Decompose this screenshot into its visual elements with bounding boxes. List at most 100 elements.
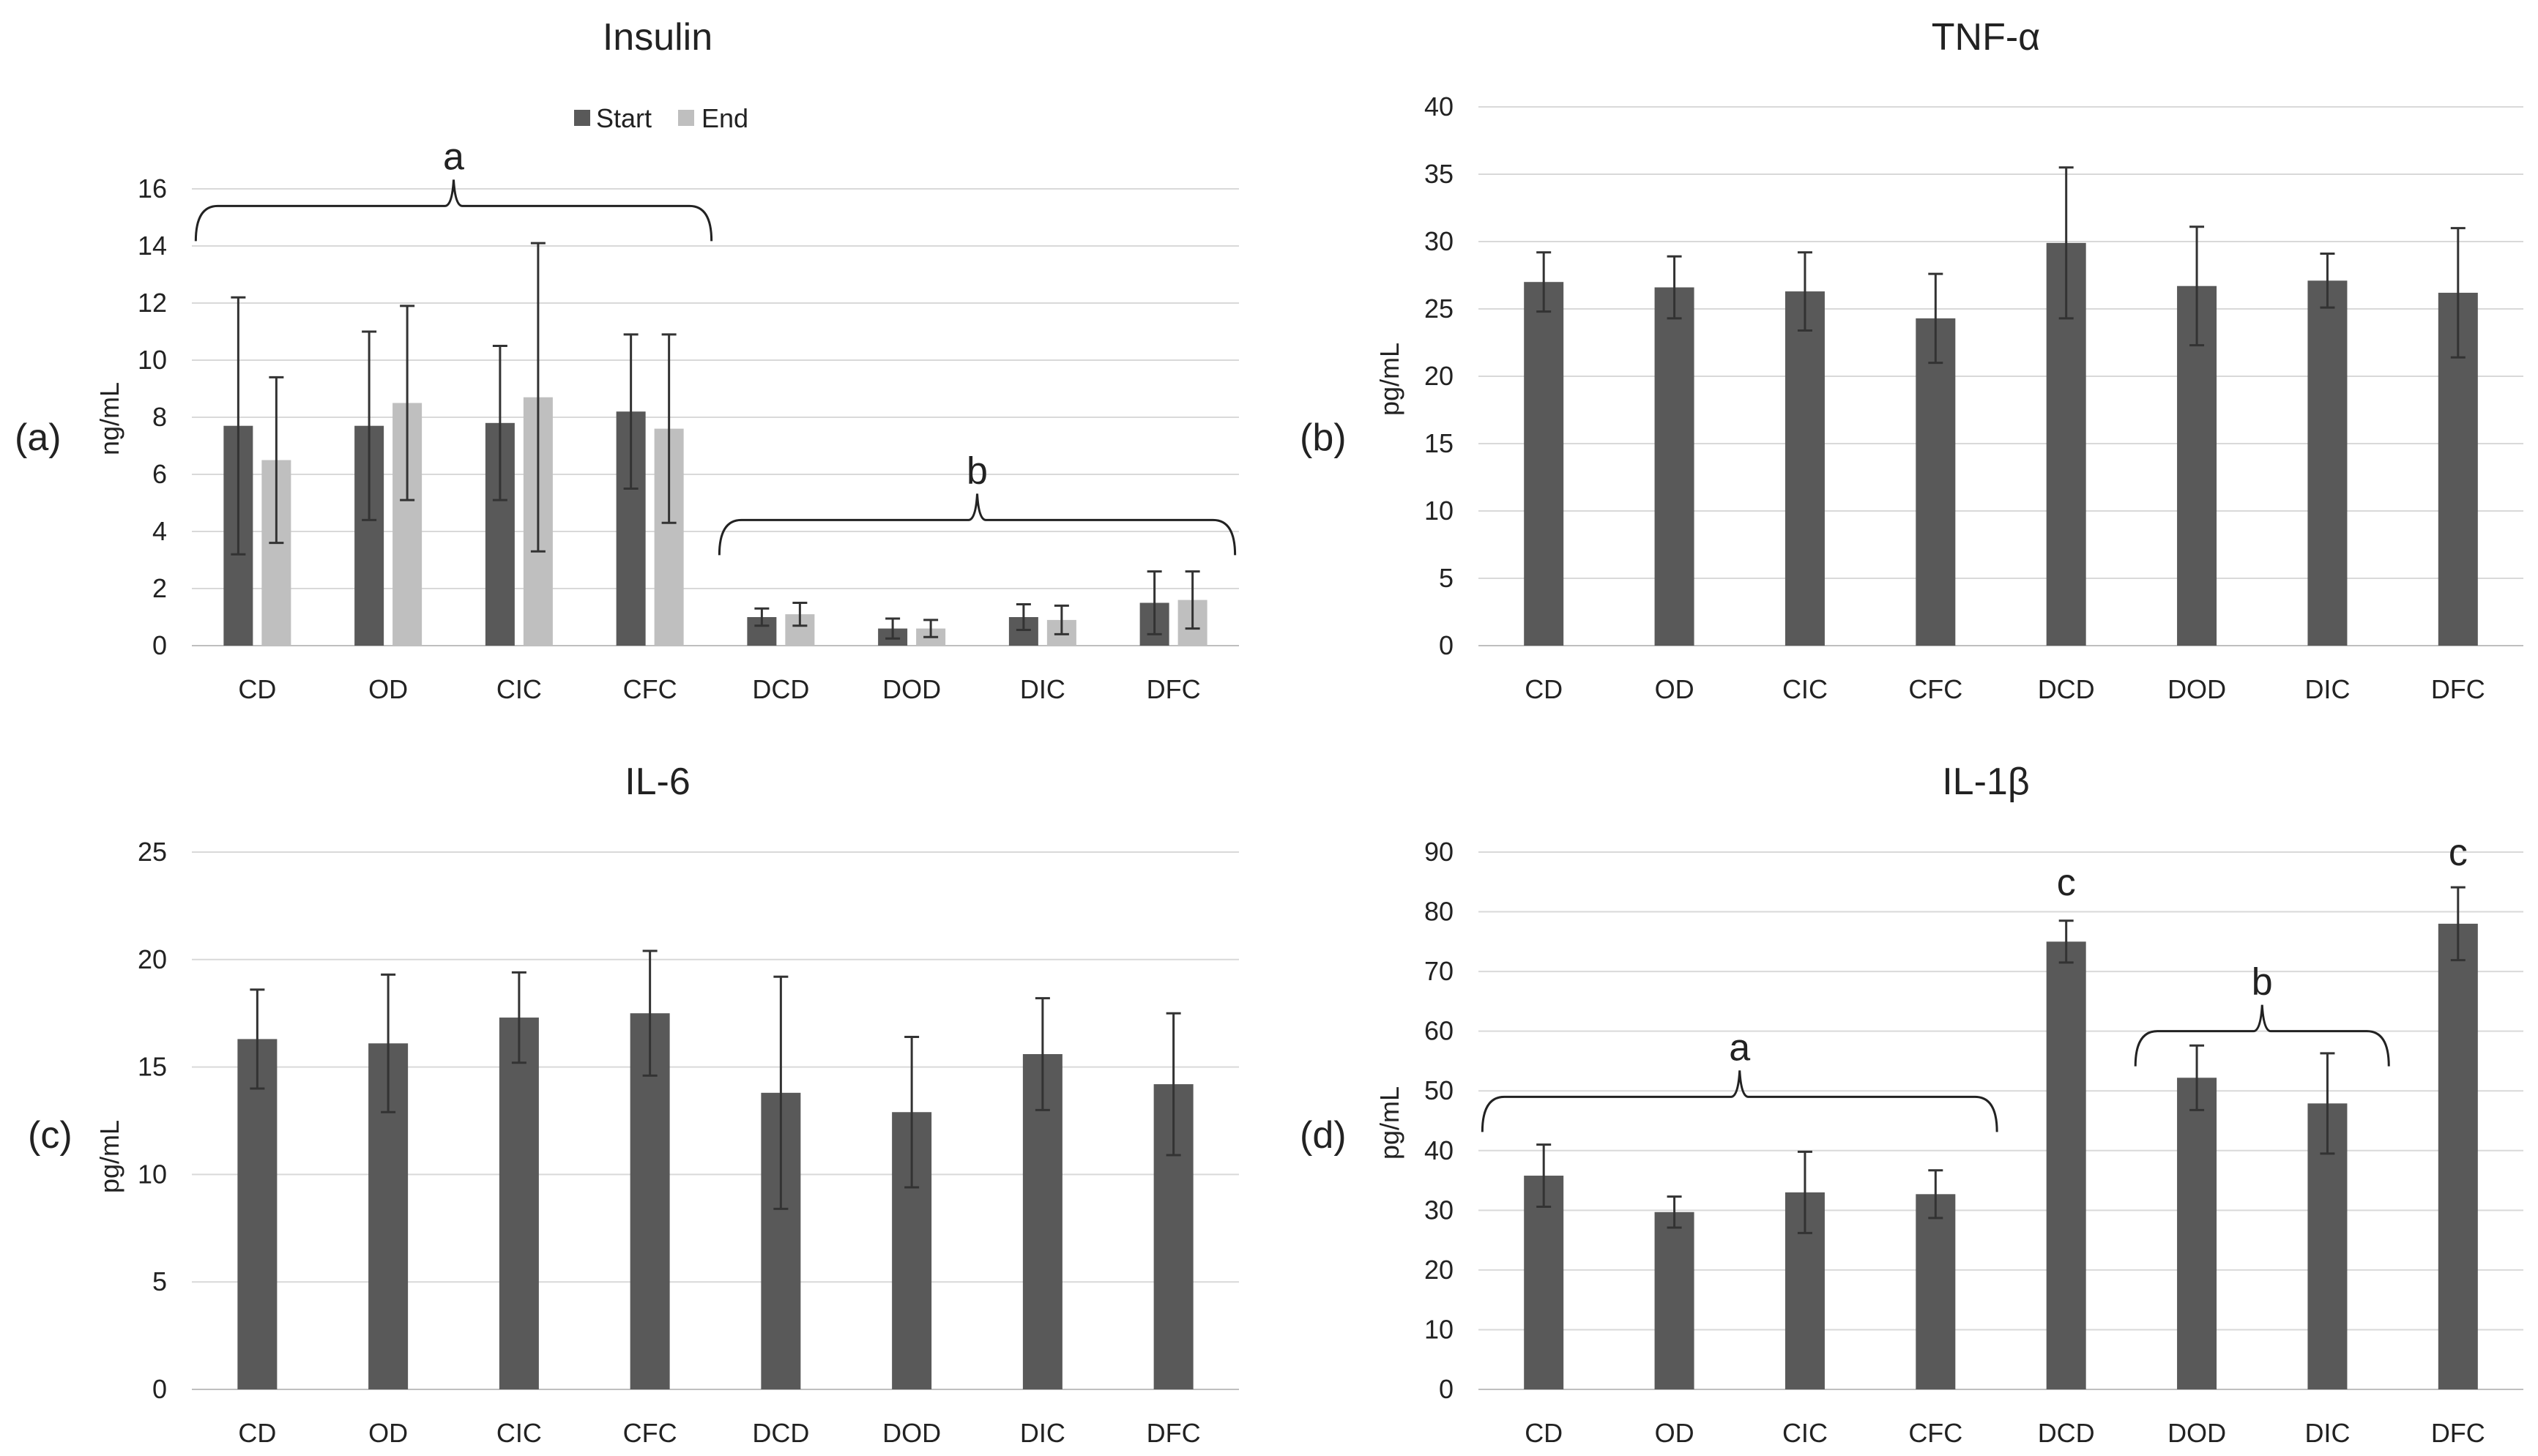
y-tick-label: 15 bbox=[138, 1052, 167, 1082]
significance-brace bbox=[2134, 1004, 2390, 1067]
error-bar bbox=[2189, 225, 2205, 347]
error-bar bbox=[1536, 251, 1552, 313]
y-tick-label: 40 bbox=[1424, 92, 1454, 122]
error-bar bbox=[1928, 1169, 1943, 1220]
x-tick-label-cfc: CFC bbox=[1908, 1418, 1962, 1448]
error-bar bbox=[231, 296, 246, 556]
y-tick-label: 50 bbox=[1424, 1075, 1454, 1105]
bar-value-dcd bbox=[2046, 941, 2086, 1389]
error-bar bbox=[2058, 166, 2074, 320]
error-bar bbox=[1016, 602, 1031, 632]
error-bar bbox=[2450, 227, 2466, 359]
x-tick-label-cd: CD bbox=[238, 1418, 276, 1448]
y-tick-label: 20 bbox=[138, 944, 167, 974]
error-bar bbox=[623, 333, 639, 490]
y-tick-label: 2 bbox=[152, 573, 167, 603]
il-1-beta-y-axis-label: pg/mL bbox=[1374, 1086, 1404, 1160]
bar-value-od bbox=[1654, 287, 1694, 646]
x-tick-label-dic: DIC bbox=[1020, 1418, 1065, 1448]
error-bar bbox=[1797, 251, 1812, 332]
error-bar bbox=[1667, 1195, 1682, 1229]
x-tick-label-dcd: DCD bbox=[2038, 674, 2095, 704]
significance-letter: b bbox=[2252, 961, 2273, 1004]
y-tick-label: 4 bbox=[152, 516, 167, 546]
bar-value-cd bbox=[237, 1039, 278, 1389]
il-1-beta-plot-area: 0 10 20 30 40 50 60 70 80 90 CD OD CIC CFC DCD DOD DIC DF… bbox=[1424, 832, 2523, 1448]
y-tick-label: 10 bbox=[1424, 1314, 1454, 1344]
x-tick-label-cd: CD bbox=[238, 674, 276, 704]
legend-end-swatch bbox=[678, 110, 694, 126]
x-tick-label-dfc: DFC bbox=[1147, 674, 1201, 704]
il-1-beta-panel-label: (d) bbox=[1300, 1114, 1347, 1157]
y-tick-label: 5 bbox=[1439, 563, 1454, 593]
x-tick-label-dcd: DCD bbox=[752, 674, 809, 704]
error-bar bbox=[1797, 1150, 1812, 1234]
error-bar bbox=[2320, 1052, 2335, 1155]
bar-value-od bbox=[1654, 1212, 1694, 1389]
significance-brace bbox=[718, 493, 1237, 556]
x-tick-label-od: OD bbox=[368, 1418, 408, 1448]
error-bar bbox=[400, 305, 415, 501]
error-bar bbox=[773, 975, 789, 1210]
y-tick-label: 6 bbox=[152, 459, 167, 489]
significance-brace bbox=[194, 179, 713, 242]
y-tick-label: 60 bbox=[1424, 1016, 1454, 1046]
x-tick-label-cic: CIC bbox=[496, 674, 542, 704]
error-bar bbox=[661, 333, 677, 524]
error-bar bbox=[885, 617, 901, 640]
error-bar bbox=[642, 949, 658, 1077]
error-bar bbox=[904, 1036, 920, 1189]
il-6-y-axis-label: pg/mL bbox=[94, 1120, 124, 1193]
error-bar bbox=[923, 619, 939, 638]
x-tick-label-dic: DIC bbox=[2304, 1418, 2350, 1448]
bar-value-dfc bbox=[2438, 923, 2478, 1389]
y-tick-label: 0 bbox=[152, 1374, 167, 1404]
x-tick-label-cd: CD bbox=[1525, 674, 1563, 704]
y-tick-label: 14 bbox=[138, 231, 167, 261]
error-bar bbox=[530, 242, 546, 553]
x-tick-label-cfc: CFC bbox=[1908, 674, 1962, 704]
il-1-beta-chart: IL-1β (d) pg/mL 0 10 20 30 40 50 60 70 80 90 CD OD C… bbox=[1300, 761, 2523, 1448]
x-tick-label-cd: CD bbox=[1525, 1418, 1563, 1448]
insulin-chart: Insulin (a) ng/mL Start End 0 2 4 6 8 10 12 14 1… bbox=[15, 16, 1239, 704]
y-tick-label: 8 bbox=[152, 402, 167, 432]
y-tick-label: 10 bbox=[1424, 496, 1454, 526]
y-tick-label: 25 bbox=[1424, 294, 1454, 324]
x-tick-label-cic: CIC bbox=[496, 1418, 542, 1448]
y-tick-label: 5 bbox=[152, 1266, 167, 1296]
error-bar bbox=[511, 971, 526, 1064]
y-tick-label: 10 bbox=[138, 1159, 167, 1189]
il-6-title: IL-6 bbox=[625, 761, 691, 803]
y-tick-label: 30 bbox=[1424, 1195, 1454, 1225]
x-tick-label-cic: CIC bbox=[1782, 1418, 1828, 1448]
x-tick-label-od: OD bbox=[1655, 674, 1694, 704]
bar-value-cfc bbox=[1916, 318, 1956, 646]
significance-letter: b bbox=[967, 449, 988, 492]
x-tick-label-dic: DIC bbox=[2304, 674, 2350, 704]
x-tick-label-od: OD bbox=[1655, 1418, 1694, 1448]
bar-value-cd bbox=[1524, 1176, 1564, 1389]
x-tick-label-dcd: DCD bbox=[752, 1418, 809, 1448]
y-tick-label: 20 bbox=[1424, 1255, 1454, 1285]
tnf-alpha-plot-area: 0 5 10 15 20 25 30 35 40 CD OD CIC CFC DCD DOD DIC DFC bbox=[1424, 92, 2523, 704]
il-6-panel-label: (c) bbox=[28, 1114, 72, 1157]
x-tick-label-dfc: DFC bbox=[2431, 1418, 2485, 1448]
error-bar bbox=[1185, 570, 1200, 630]
significance-letter: a bbox=[443, 135, 464, 178]
x-tick-label-cfc: CFC bbox=[623, 1418, 677, 1448]
y-tick-label: 90 bbox=[1424, 837, 1454, 867]
x-tick-label-dfc: DFC bbox=[1147, 1418, 1201, 1448]
error-bar bbox=[2189, 1044, 2205, 1111]
error-bar bbox=[1166, 1012, 1181, 1157]
y-tick-label: 30 bbox=[1424, 226, 1454, 256]
bar-value-cic bbox=[499, 1018, 539, 1389]
error-bar bbox=[362, 330, 377, 521]
significance-brace bbox=[1481, 1070, 1998, 1132]
significance-letter: c bbox=[2449, 832, 2468, 874]
bar-value-dod bbox=[2177, 1078, 2217, 1389]
il-6-chart: IL-6 (c) pg/mL 0 5 10 15 20 25 CD OD CIC CFC DCD DO… bbox=[28, 761, 1239, 1448]
error-bar bbox=[754, 607, 770, 627]
insulin-title: Insulin bbox=[603, 16, 712, 59]
x-tick-label-dod: DOD bbox=[882, 674, 941, 704]
